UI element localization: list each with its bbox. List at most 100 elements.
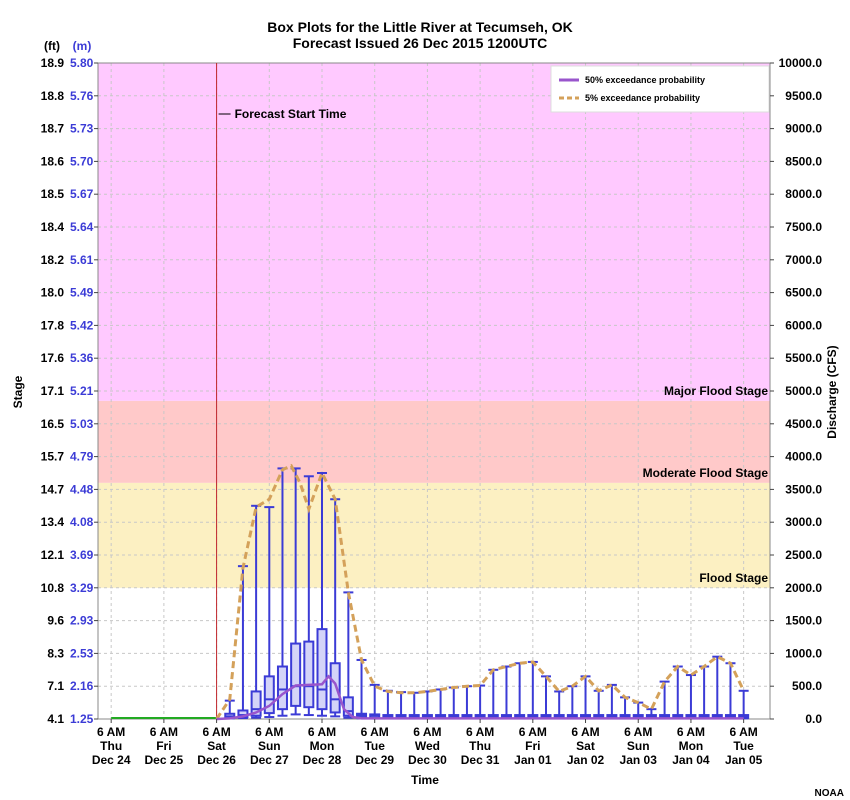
x-tick-day: Mon bbox=[310, 739, 335, 753]
x-tick-time: 6 AM bbox=[308, 725, 336, 739]
box-plot bbox=[435, 688, 447, 720]
y-tick-m: 5.42 bbox=[70, 318, 94, 332]
y-tick-ft: 18.4 bbox=[41, 220, 65, 234]
box-plot bbox=[316, 472, 328, 717]
box-iqr bbox=[276, 665, 288, 711]
y-tick-ft: 18.6 bbox=[41, 154, 65, 168]
x-tick-day: Thu bbox=[100, 739, 122, 753]
x-tick-time: 6 AM bbox=[255, 725, 283, 739]
box-plot bbox=[408, 691, 420, 720]
y-tick-m: 2.16 bbox=[70, 679, 94, 693]
x-tick-time: 6 AM bbox=[466, 725, 494, 739]
y-tick-m: 5.03 bbox=[70, 417, 94, 431]
y-tick-right: 4500.0 bbox=[785, 417, 822, 431]
x-tick-day: Tue bbox=[733, 739, 754, 753]
box-plot bbox=[290, 467, 302, 716]
x-tick-time: 6 AM bbox=[519, 725, 547, 739]
box-plot bbox=[672, 665, 684, 720]
x-tick-day: Sun bbox=[627, 739, 650, 753]
box-plot bbox=[593, 689, 605, 720]
y-tick-right: 3500.0 bbox=[785, 482, 822, 496]
y-tick-m: 5.73 bbox=[70, 122, 94, 136]
chart-title: Box Plots for the Little River at Tecums… bbox=[267, 19, 572, 35]
plot-area: Flood Stage Moderate Flood Stage Major Flo… bbox=[41, 56, 823, 767]
box-iqr bbox=[316, 628, 328, 711]
x-tick-date: Jan 02 bbox=[567, 753, 605, 767]
y-tick-right: 3000.0 bbox=[785, 515, 822, 529]
x-tick-date: Dec 27 bbox=[250, 753, 289, 767]
forecast-start-label: Forecast Start Time bbox=[235, 107, 347, 121]
x-tick-time: 6 AM bbox=[150, 725, 178, 739]
box-plot bbox=[342, 591, 354, 719]
box-plot bbox=[685, 674, 697, 720]
box-plot bbox=[566, 685, 578, 720]
box-plot bbox=[738, 689, 750, 720]
y-tick-right: 9000.0 bbox=[785, 122, 822, 136]
y-tick-ft: 12.1 bbox=[41, 548, 65, 562]
box-plot bbox=[474, 684, 486, 720]
y-tick-m: 4.08 bbox=[70, 515, 94, 529]
y-tick-ft: 18.0 bbox=[41, 286, 65, 300]
y-tick-m: 5.76 bbox=[70, 89, 94, 103]
flood-band bbox=[98, 63, 770, 401]
y-tick-m: 4.79 bbox=[70, 450, 94, 464]
x-tick-date: Jan 03 bbox=[620, 753, 658, 767]
y-tick-ft: 18.2 bbox=[41, 253, 65, 267]
x-tick-day: Tue bbox=[364, 739, 385, 753]
y-tick-right: 8000.0 bbox=[785, 187, 822, 201]
y-tick-ft: 10.8 bbox=[41, 581, 65, 595]
box-plot bbox=[514, 662, 526, 720]
unit-ft-label: (ft) bbox=[44, 39, 60, 53]
x-tick-day: Mon bbox=[679, 739, 704, 753]
x-tick-day: Thu bbox=[469, 739, 491, 753]
x-tick-date: Jan 05 bbox=[725, 753, 763, 767]
legend: 50% exceedance probability 5% exceedance … bbox=[550, 65, 770, 113]
box-plot bbox=[580, 675, 592, 720]
flood-stage-label: Major Flood Stage bbox=[664, 384, 768, 398]
y-tick-m: 2.93 bbox=[70, 614, 94, 628]
y-tick-right: 2000.0 bbox=[785, 581, 822, 595]
x-tick-time: 6 AM bbox=[361, 725, 389, 739]
y-tick-ft: 14.7 bbox=[41, 482, 65, 496]
flood-band bbox=[98, 400, 770, 483]
box-plot bbox=[263, 506, 275, 719]
y-tick-m: 2.53 bbox=[70, 646, 94, 660]
y-tick-right: 9500.0 bbox=[785, 89, 822, 103]
y-tick-m: 5.21 bbox=[70, 384, 94, 398]
box-plot bbox=[461, 685, 473, 720]
y-tick-m: 5.64 bbox=[70, 220, 94, 234]
y-tick-right: 4000.0 bbox=[785, 450, 822, 464]
box-plot bbox=[553, 690, 565, 720]
box-plot bbox=[711, 655, 723, 720]
x-tick-date: Dec 30 bbox=[408, 753, 447, 767]
y-tick-right: 8500.0 bbox=[785, 154, 822, 168]
y-tick-m: 5.70 bbox=[70, 154, 94, 168]
y-tick-right: 6000.0 bbox=[785, 318, 822, 332]
y-tick-right: 10000.0 bbox=[779, 56, 823, 70]
y-tick-right: 2500.0 bbox=[785, 548, 822, 562]
y-tick-m: 5.49 bbox=[70, 286, 94, 300]
box-plot bbox=[382, 689, 394, 720]
box-iqr bbox=[250, 690, 262, 717]
legend-label: 50% exceedance probability bbox=[585, 75, 705, 85]
box-iqr bbox=[329, 662, 341, 714]
x-tick-date: Dec 29 bbox=[355, 753, 394, 767]
box-plot bbox=[369, 683, 381, 720]
x-tick-day: Fri bbox=[525, 739, 540, 753]
x-tick-date: Jan 01 bbox=[514, 753, 552, 767]
box-plot bbox=[527, 660, 539, 720]
x-tick-time: 6 AM bbox=[413, 725, 441, 739]
y-tick-m: 5.80 bbox=[70, 56, 94, 70]
box-plot bbox=[421, 690, 433, 720]
box-iqr bbox=[290, 642, 302, 707]
y-axis-right-label: Discharge (CFS) bbox=[825, 345, 839, 438]
x-tick-time: 6 AM bbox=[571, 725, 599, 739]
box-plot bbox=[500, 665, 512, 720]
flood-stage-label: Moderate Flood Stage bbox=[643, 466, 769, 480]
y-tick-ft: 17.1 bbox=[41, 384, 65, 398]
x-tick-day: Wed bbox=[415, 739, 440, 753]
box-plot bbox=[619, 696, 631, 720]
y-tick-m: 5.61 bbox=[70, 253, 94, 267]
chart-subtitle: Forecast Issued 26 Dec 2015 1200UTC bbox=[293, 35, 547, 51]
